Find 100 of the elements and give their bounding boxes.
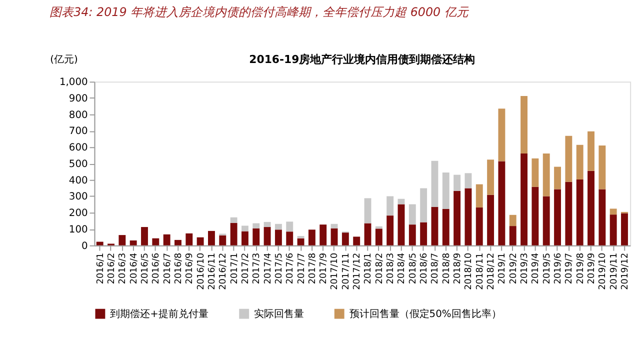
x-tick-label: 2019/4 bbox=[531, 252, 542, 284]
bar bbox=[386, 196, 394, 216]
bar bbox=[476, 208, 483, 246]
bar bbox=[408, 204, 416, 225]
bar bbox=[588, 170, 594, 246]
bar bbox=[588, 131, 594, 171]
bar bbox=[476, 184, 483, 208]
x-tick-label: 2018/4 bbox=[397, 252, 408, 284]
x-tick-label: 2018/7 bbox=[430, 252, 441, 284]
x-tick-label: 2016/3 bbox=[118, 252, 128, 284]
x-tick-label: 2019/10 bbox=[598, 252, 608, 290]
bar bbox=[241, 226, 248, 232]
bar bbox=[274, 224, 282, 230]
x-tick-label: 2016/10 bbox=[196, 252, 206, 290]
bar bbox=[308, 230, 316, 246]
bar bbox=[464, 173, 472, 188]
x-tick-label: 2019/5 bbox=[542, 252, 552, 284]
x-tick-label: 2017/9 bbox=[319, 252, 330, 284]
x-tick-label: 2019/7 bbox=[564, 252, 575, 284]
x-tick-label: 2018/12 bbox=[486, 252, 497, 290]
bar bbox=[498, 161, 506, 246]
bar bbox=[532, 158, 539, 187]
bar bbox=[565, 182, 572, 246]
bar bbox=[174, 240, 182, 246]
bar bbox=[442, 209, 450, 246]
bar bbox=[454, 190, 461, 246]
y-tick-label: 800 bbox=[68, 110, 88, 121]
bar bbox=[520, 96, 528, 154]
bar bbox=[565, 136, 572, 182]
y-tick-label: 200 bbox=[68, 208, 88, 220]
bar bbox=[542, 196, 550, 246]
bar bbox=[520, 154, 528, 246]
bar bbox=[509, 214, 516, 226]
bar bbox=[598, 145, 606, 190]
x-tick-label: 2016/1 bbox=[96, 252, 106, 284]
bar bbox=[364, 198, 372, 224]
bar bbox=[330, 228, 338, 246]
bar bbox=[141, 227, 148, 246]
bar bbox=[96, 242, 104, 246]
y-tick-label: 1,000 bbox=[59, 77, 88, 88]
x-tick-label: 2017/12 bbox=[352, 252, 363, 290]
x-tick-label: 2019/2 bbox=[508, 252, 519, 284]
bar bbox=[130, 240, 137, 246]
bar bbox=[208, 230, 215, 246]
bar bbox=[196, 237, 204, 246]
x-tick-label: 2019/11 bbox=[609, 252, 620, 290]
bar bbox=[621, 213, 628, 246]
legend-label: 实际回售量 bbox=[254, 308, 304, 320]
bar bbox=[542, 154, 550, 196]
y-tick-label: 600 bbox=[68, 142, 88, 154]
bar bbox=[408, 224, 416, 246]
x-tick-label: 2017/6 bbox=[286, 252, 296, 284]
bar bbox=[252, 223, 260, 228]
bar bbox=[454, 174, 461, 191]
chart-subtitle: 2016-19房地产行业境内信用债到期偿还结构 bbox=[249, 52, 476, 66]
bar bbox=[576, 180, 584, 246]
x-tick-label: 2018/9 bbox=[453, 252, 464, 284]
y-tick-label: 900 bbox=[68, 93, 88, 104]
chart-title: 图表34: 2019 年将进入房企境内债的偿付高峰期，全年偿付压力超 6000 亿元 bbox=[50, 5, 470, 20]
bar bbox=[398, 198, 405, 204]
bar bbox=[286, 232, 294, 246]
x-tick-label: 2019/1 bbox=[498, 252, 508, 284]
bar bbox=[230, 217, 238, 223]
legend-label: 到期偿还+提前兑付量 bbox=[110, 308, 208, 320]
x-tick-label: 2019/3 bbox=[520, 252, 530, 284]
x-tick-label: 2016/4 bbox=[129, 252, 140, 284]
x-tick-label: 2017/8 bbox=[308, 252, 318, 284]
x-tick-label: 2019/6 bbox=[553, 252, 564, 284]
bar bbox=[576, 144, 584, 180]
bar bbox=[241, 231, 248, 246]
x-tick-label: 2017/10 bbox=[330, 252, 340, 290]
x-tick-label: 2016/8 bbox=[174, 252, 184, 284]
x-tick-label: 2016/7 bbox=[162, 252, 173, 284]
bar bbox=[353, 236, 360, 246]
bar bbox=[509, 226, 516, 246]
x-tick-label: 2017/5 bbox=[274, 252, 284, 284]
x-tick-label: 2018/1 bbox=[364, 252, 374, 284]
x-tick-label: 2017/4 bbox=[263, 252, 274, 284]
y-tick-label: 0 bbox=[82, 240, 88, 252]
bar bbox=[264, 227, 271, 246]
bar bbox=[163, 234, 170, 246]
y-tick-label: 100 bbox=[68, 224, 88, 236]
x-tick-label: 2017/1 bbox=[230, 252, 240, 284]
bar bbox=[118, 235, 126, 246]
bar bbox=[431, 206, 438, 246]
legend-label: 预计回售量（假定50%回售比率） bbox=[349, 308, 502, 320]
bar bbox=[487, 160, 494, 195]
bar bbox=[398, 204, 405, 246]
x-tick-label: 2018/3 bbox=[386, 252, 396, 284]
bar bbox=[219, 235, 226, 246]
bar bbox=[487, 194, 494, 246]
x-tick-label: 2018/5 bbox=[408, 252, 418, 284]
x-tick-label: 2019/8 bbox=[576, 252, 586, 284]
y-tick-label: 300 bbox=[68, 192, 88, 203]
x-tick-label: 2017/11 bbox=[341, 252, 352, 290]
x-tick-label: 2017/2 bbox=[240, 252, 251, 284]
x-tick-label: 2018/6 bbox=[420, 252, 430, 284]
y-tick-label: 700 bbox=[68, 126, 88, 138]
bar bbox=[152, 238, 160, 246]
bar bbox=[330, 224, 338, 228]
